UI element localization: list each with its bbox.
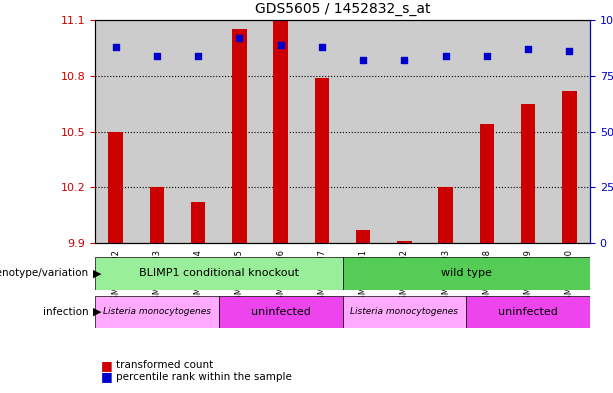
Text: infection: infection — [44, 307, 89, 317]
Bar — [508, 20, 549, 243]
Bar — [314, 77, 329, 243]
Bar — [356, 230, 370, 243]
Point — [234, 35, 244, 41]
Point — [276, 41, 286, 48]
Bar — [343, 296, 466, 328]
Bar — [425, 20, 466, 243]
Bar — [397, 241, 411, 243]
Bar — [521, 104, 535, 243]
Bar — [466, 296, 590, 328]
Text: Listeria monocytogenes: Listeria monocytogenes — [351, 307, 459, 316]
Text: genotype/variation: genotype/variation — [0, 268, 89, 279]
Bar — [273, 20, 288, 243]
Bar — [384, 20, 425, 243]
Title: GDS5605 / 1452832_s_at: GDS5605 / 1452832_s_at — [255, 2, 430, 16]
Text: uninfected: uninfected — [498, 307, 558, 317]
Point — [358, 57, 368, 63]
Bar — [549, 20, 590, 243]
Bar — [301, 20, 343, 243]
Bar — [95, 296, 219, 328]
Bar — [191, 202, 205, 243]
Point — [524, 46, 533, 52]
Point — [482, 53, 492, 59]
Text: ▶: ▶ — [93, 307, 102, 317]
Bar — [109, 132, 123, 243]
Bar — [219, 20, 260, 243]
Bar — [466, 20, 508, 243]
Text: BLIMP1 conditional knockout: BLIMP1 conditional knockout — [139, 268, 299, 279]
Point — [441, 53, 451, 59]
Text: wild type: wild type — [441, 268, 492, 279]
Bar — [150, 187, 164, 243]
Bar — [438, 187, 453, 243]
Bar — [260, 20, 301, 243]
Bar — [95, 257, 343, 290]
Bar — [562, 91, 577, 243]
Text: Listeria monocytogenes: Listeria monocytogenes — [103, 307, 211, 316]
Bar — [178, 20, 219, 243]
Bar — [95, 20, 136, 243]
Bar — [219, 296, 343, 328]
Text: ▶: ▶ — [93, 268, 102, 279]
Point — [565, 48, 574, 54]
Point — [317, 44, 327, 50]
Text: uninfected: uninfected — [251, 307, 311, 317]
Point — [152, 53, 162, 59]
Text: ■: ■ — [101, 371, 113, 384]
Bar — [343, 257, 590, 290]
Point — [400, 57, 409, 63]
Bar — [479, 124, 494, 243]
Point — [193, 53, 203, 59]
Bar — [343, 20, 384, 243]
Point — [111, 44, 121, 50]
Text: transformed count: transformed count — [116, 360, 214, 370]
Bar — [136, 20, 178, 243]
Bar — [232, 29, 246, 243]
Text: percentile rank within the sample: percentile rank within the sample — [116, 372, 292, 382]
Text: ■: ■ — [101, 359, 113, 372]
